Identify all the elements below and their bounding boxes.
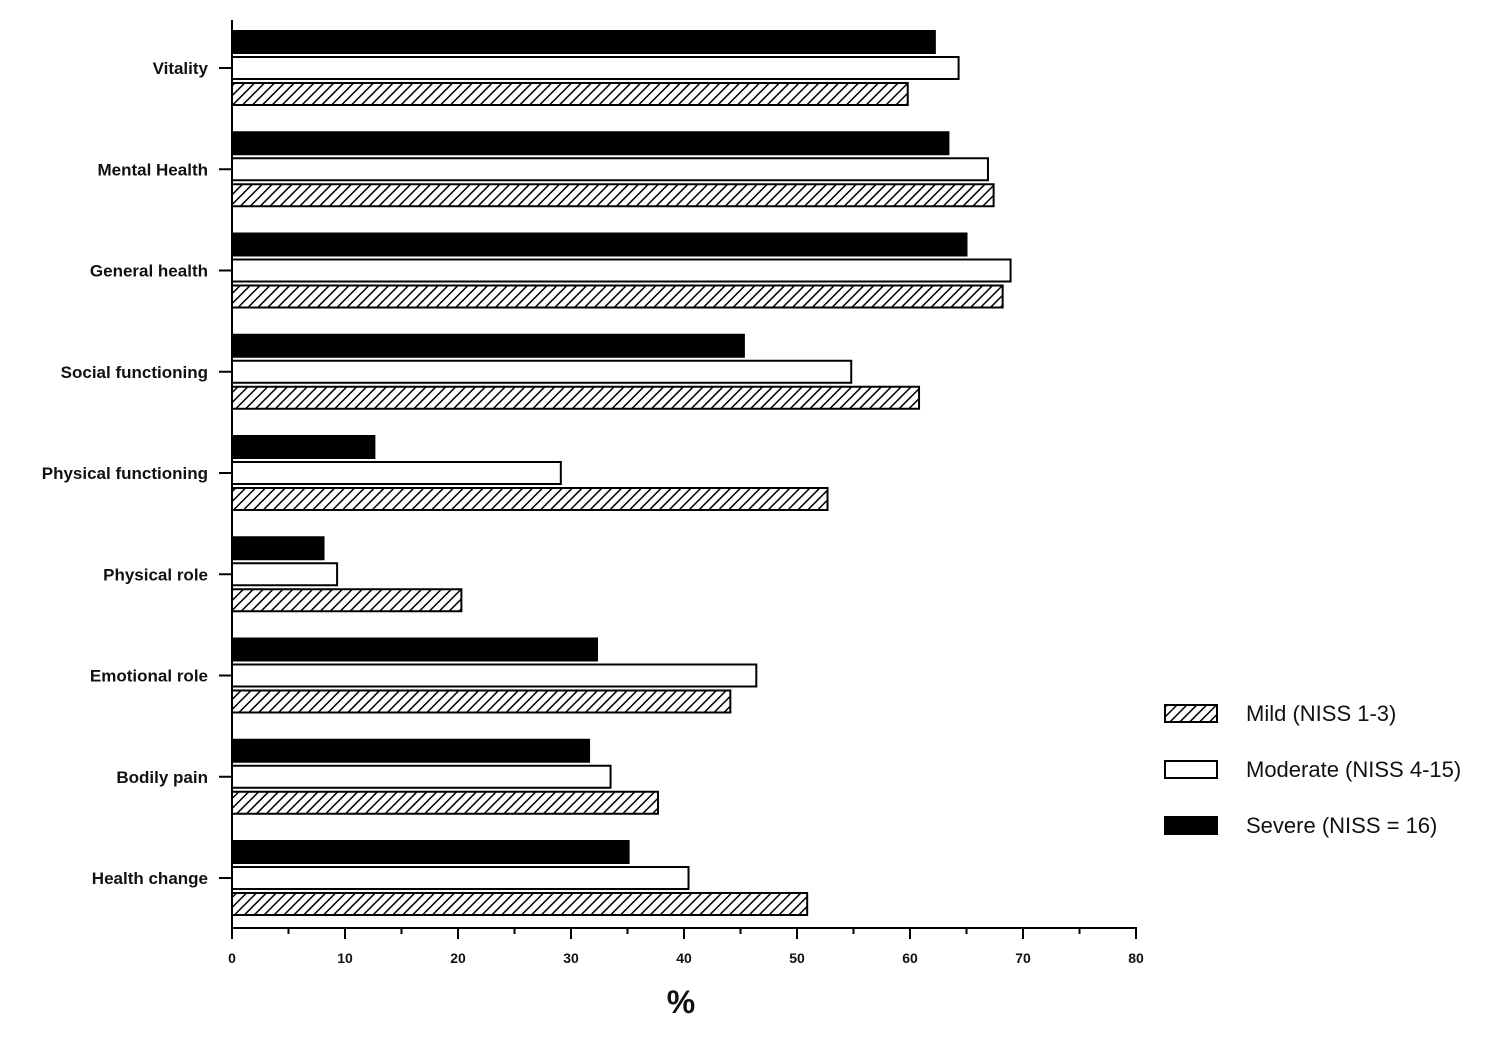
bar-physical-functioning-solid bbox=[231, 435, 376, 459]
bar-general-health-outline bbox=[231, 258, 1012, 283]
y-tick-label-emotional-role: Emotional role bbox=[90, 667, 208, 686]
bar-vitality-solid bbox=[231, 30, 936, 54]
bar-physical-role-hatched bbox=[231, 588, 463, 613]
bar-vitality-hatched bbox=[231, 82, 909, 106]
bar-social-functioning-solid bbox=[231, 333, 745, 358]
x-tick-label: 40 bbox=[676, 950, 692, 966]
bar-mental-health-solid bbox=[231, 131, 950, 156]
axes-group: Vitality Mental Health General health Socia… bbox=[42, 20, 1144, 966]
x-axis-title: % bbox=[667, 984, 695, 1020]
legend: Mild (NISS 1-3) Moderate (NISS 4-15) Sever… bbox=[1164, 701, 1461, 838]
bar-general-health-solid bbox=[231, 232, 968, 257]
bar-physical-role-outline bbox=[231, 562, 339, 587]
y-tick-label-general-health: General health bbox=[90, 262, 208, 281]
x-tick-label: 0 bbox=[228, 950, 236, 966]
bar-health-change-hatched bbox=[231, 892, 809, 916]
x-tick-label: 80 bbox=[1128, 950, 1144, 966]
legend-label-outline: Moderate (NISS 4-15) bbox=[1246, 757, 1461, 782]
y-tick-label-vitality: Vitality bbox=[153, 59, 209, 78]
y-tick-label-physical-role: Physical role bbox=[103, 565, 208, 584]
bar-physical-functioning-outline bbox=[231, 461, 562, 485]
bar-bodily-pain-hatched bbox=[231, 790, 660, 815]
y-tick-label-physical-functioning: Physical functioning bbox=[42, 464, 208, 483]
legend-swatch-hatched bbox=[1164, 704, 1218, 723]
bar-physical-role-solid bbox=[231, 536, 325, 561]
x-tick-label: 10 bbox=[337, 950, 353, 966]
bar-health-change-outline bbox=[231, 866, 690, 890]
legend-swatch-solid bbox=[1164, 816, 1218, 835]
legend-label-hatched: Mild (NISS 1-3) bbox=[1246, 701, 1396, 726]
bars-group bbox=[231, 30, 1012, 916]
y-tick-label-mental-health: Mental Health bbox=[97, 160, 208, 179]
bar-social-functioning-hatched bbox=[231, 385, 921, 410]
x-tick-label: 60 bbox=[902, 950, 918, 966]
bar-bodily-pain-outline bbox=[231, 764, 612, 789]
x-tick-label: 20 bbox=[450, 950, 466, 966]
bar-health-change-solid bbox=[231, 840, 630, 864]
bar-emotional-role-solid bbox=[231, 637, 598, 662]
x-tick-label: 70 bbox=[1015, 950, 1031, 966]
bar-physical-functioning-hatched bbox=[231, 487, 829, 511]
y-tick-label-bodily-pain: Bodily pain bbox=[116, 768, 208, 787]
x-tick-label: 50 bbox=[789, 950, 805, 966]
bar-general-health-hatched bbox=[231, 284, 1004, 309]
bar-social-functioning-outline bbox=[231, 359, 853, 384]
legend-label-solid: Severe (NISS = 16) bbox=[1246, 813, 1437, 838]
bar-emotional-role-hatched bbox=[231, 689, 732, 714]
bar-emotional-role-outline bbox=[231, 663, 758, 688]
x-tick-label: 30 bbox=[563, 950, 579, 966]
bar-mental-health-hatched bbox=[231, 183, 995, 208]
y-tick-label-social-functioning: Social functioning bbox=[61, 363, 208, 382]
legend-swatch-outline bbox=[1164, 760, 1218, 779]
y-tick-label-health-change: Health change bbox=[92, 869, 208, 888]
bar-mental-health-outline bbox=[231, 157, 989, 182]
bar-bodily-pain-solid bbox=[231, 738, 591, 763]
bar-vitality-outline bbox=[231, 56, 960, 80]
